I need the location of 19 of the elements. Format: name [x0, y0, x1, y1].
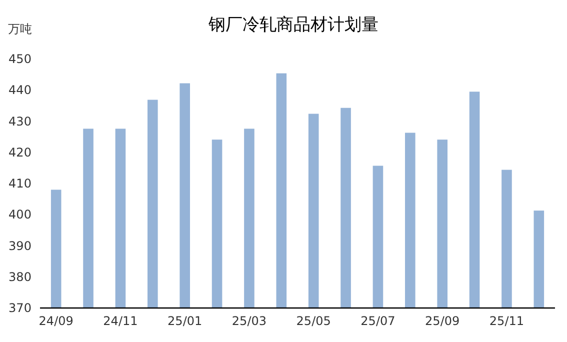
- x-tick-label: 25/05: [296, 314, 331, 328]
- y-tick-label: 400: [8, 208, 32, 222]
- x-tick-label: 24/09: [38, 314, 74, 328]
- y-axis-title: 万吨: [8, 22, 32, 36]
- y-tick-label: 390: [8, 238, 32, 253]
- x-tick-label: 25/01: [168, 314, 202, 328]
- y-tick-label: 440: [8, 83, 32, 98]
- x-tick-label: 25/11: [489, 314, 524, 328]
- chart-title: 钢厂冷轧商品材计划量: [208, 15, 378, 35]
- y-tick-label: 380: [8, 270, 32, 284]
- y-tick-label: 410: [8, 176, 32, 190]
- y-tick-label: 450: [8, 52, 32, 66]
- x-tick-label: 25/03: [232, 314, 267, 328]
- y-tick-label: 370: [8, 301, 32, 315]
- x-tick-label: 25/07: [360, 314, 396, 328]
- y-tick-label: 420: [8, 145, 32, 160]
- x-tick-label: 24/11: [103, 314, 138, 328]
- x-tick-label: 25/09: [425, 314, 460, 328]
- y-tick-label: 430: [8, 114, 32, 128]
